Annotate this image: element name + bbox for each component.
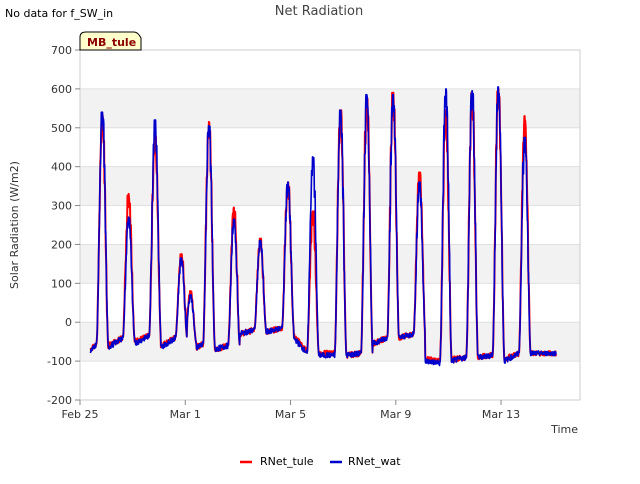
x-tick-label: Feb 25 bbox=[62, 408, 99, 421]
series-line-rnet-wat bbox=[89, 86, 557, 367]
legend-label-rnet-tule: RNet_tule bbox=[260, 455, 314, 468]
x-tick-label: Mar 5 bbox=[275, 408, 306, 421]
y-tick-label: 100 bbox=[51, 277, 72, 290]
y-tick-label: 700 bbox=[51, 44, 72, 57]
x-tick-label: Mar 1 bbox=[170, 408, 201, 421]
no-data-note: No data for f_SW_in bbox=[5, 7, 114, 20]
site-badge-text: MB_tule bbox=[87, 36, 136, 49]
chart-title: Net Radiation bbox=[275, 4, 363, 19]
y-tick-label: 0 bbox=[65, 316, 72, 329]
y-tick-label: 300 bbox=[51, 200, 72, 213]
site-badge-shape bbox=[79, 31, 142, 51]
x-axis-label: Time bbox=[550, 423, 578, 436]
x-tick-label: Mar 13 bbox=[482, 408, 520, 421]
y-axis-label: Solar Radiation (W/m2) bbox=[8, 161, 21, 289]
legend-label-rnet-wat: RNet_wat bbox=[348, 455, 401, 468]
x-tick-label: Mar 9 bbox=[380, 408, 411, 421]
y-tick-label: 400 bbox=[51, 161, 72, 174]
plot-frame bbox=[79, 49, 581, 401]
x-axis-ticks: Feb 25 Mar 1 Mar 5 Mar 9 Mar 13 bbox=[62, 400, 520, 421]
grid-band bbox=[80, 244, 580, 284]
series-layer bbox=[89, 86, 557, 367]
site-badge: MB_tule bbox=[79, 31, 142, 51]
y-tick-label: 500 bbox=[51, 122, 72, 135]
y-tick-label: 600 bbox=[51, 83, 72, 96]
y-tick-label: -100 bbox=[47, 355, 72, 368]
y-axis-ticks: -200 -100 0 100 200 300 400 500 600 700 bbox=[47, 44, 80, 407]
legend: RNet_tule RNet_wat bbox=[240, 455, 401, 468]
grid-band bbox=[80, 166, 580, 206]
y-tick-label: -200 bbox=[47, 394, 72, 407]
y-tick-label: 200 bbox=[51, 238, 72, 251]
